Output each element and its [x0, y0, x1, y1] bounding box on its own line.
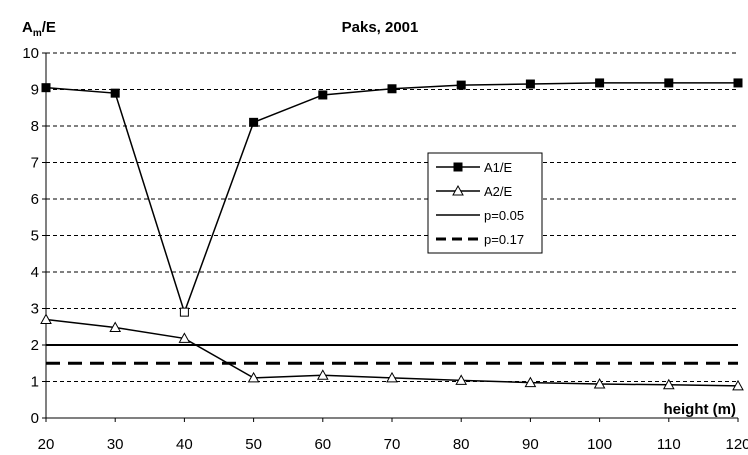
- x-tick-label-1: 30: [107, 436, 124, 453]
- legend-marker-1: [452, 184, 464, 196]
- legend-label-0: A1/E: [484, 160, 513, 175]
- series-0-point-6: [456, 80, 466, 90]
- x-tick-label-4: 60: [314, 436, 331, 453]
- x-axis-label: height (m): [664, 401, 737, 418]
- series-0-point-4: [318, 90, 328, 100]
- x-tick-label-3: 50: [245, 436, 262, 453]
- y-axis-label: Am/E: [22, 19, 56, 39]
- y-tick-label-6: 6: [31, 191, 39, 208]
- x-tick-label-8: 100: [587, 436, 612, 453]
- series-0-point-9: [664, 78, 674, 88]
- series-0-point-3: [249, 117, 259, 127]
- series-1-point-4: [316, 369, 329, 380]
- axes: [42, 52, 739, 422]
- series-0-point-8: [595, 78, 605, 88]
- y-tick-label-3: 3: [31, 301, 39, 318]
- x-tick-label-0: 20: [38, 436, 55, 453]
- x-tick-label-10: 120: [725, 436, 748, 453]
- legend: A1/E A2/E p=0.05 p=0.17: [427, 152, 543, 254]
- series-1-point-5: [386, 371, 398, 383]
- series-0-point-7: [525, 79, 535, 89]
- series-0-point-1: [110, 88, 120, 98]
- series-0-point-0: [41, 83, 51, 93]
- x-tick-label-9: 110: [657, 436, 681, 453]
- x-tick-label-2: 40: [176, 436, 193, 453]
- legend-label-2: p=0.05: [484, 208, 524, 223]
- y-axis-label-suffix: /E: [42, 19, 56, 36]
- series-1-point-6: [455, 374, 468, 385]
- y-tick-label-7: 7: [31, 155, 39, 172]
- y-tick-label-5: 5: [31, 228, 39, 245]
- series: [40, 78, 744, 391]
- y-tick-label-10: 10: [22, 45, 39, 62]
- series-line-0: [45, 82, 738, 315]
- series-1-point-0: [40, 313, 52, 324]
- y-tick-label-8: 8: [31, 118, 39, 135]
- legend-marker-0: [453, 162, 463, 172]
- x-tick-label-7: 90: [522, 436, 539, 453]
- y-axis-label-main: A: [22, 19, 33, 36]
- legend-label-1: A2/E: [484, 184, 513, 199]
- tick-labels: 0 1 2 3 4 5 6 7 8 9 10 20 30 40 50 60 70 80 90 100 110 120: [22, 45, 748, 453]
- series-0-point-5: [387, 84, 397, 94]
- y-tick-label-4: 4: [31, 264, 39, 281]
- legend-box: [427, 152, 543, 254]
- series-1-point-10: [732, 379, 744, 391]
- y-tick-label-2: 2: [31, 337, 39, 354]
- series-1-point-9: [662, 378, 675, 390]
- x-tick-label-5: 70: [384, 436, 401, 453]
- series-0-point-10: [733, 78, 743, 88]
- series-1-point-8: [593, 378, 606, 389]
- y-tick-label-1: 1: [31, 374, 39, 391]
- series-0-point-2: [179, 307, 189, 317]
- series-1-point-1: [109, 321, 122, 332]
- series-1-point-7: [524, 376, 537, 388]
- y-axis-label-sub: m: [33, 28, 42, 39]
- x-tick-label-6: 80: [453, 436, 470, 453]
- reference-lines: [46, 344, 738, 365]
- legend-label-3: p=0.17: [484, 232, 524, 247]
- series-1-point-2: [178, 332, 191, 343]
- series-1-point-3: [247, 371, 260, 383]
- y-tick-label-9: 9: [31, 82, 39, 99]
- chart-title: Paks, 2001: [342, 19, 419, 36]
- y-tick-label-0: 0: [31, 410, 39, 427]
